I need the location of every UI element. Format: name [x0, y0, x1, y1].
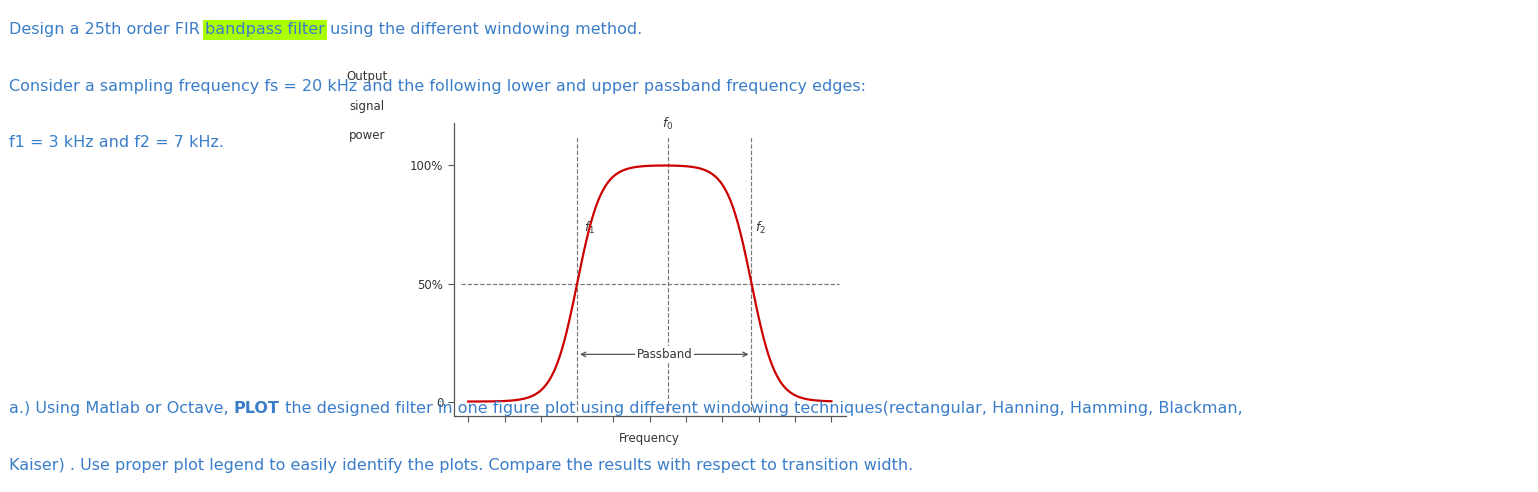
Text: Output: Output: [346, 70, 388, 83]
Text: a.) Using Matlab or Octave,: a.) Using Matlab or Octave,: [9, 401, 234, 416]
Text: signal: signal: [349, 99, 384, 113]
Text: bandpass filter: bandpass filter: [205, 22, 325, 37]
Text: Kaiser) . Use proper plot legend to easily identify the plots. Compare the resul: Kaiser) . Use proper plot legend to easi…: [9, 458, 914, 472]
Text: the designed filter in one figure plot using different windowing techniques(rect: the designed filter in one figure plot u…: [280, 401, 1243, 416]
Text: Consider a sampling frequency fs = 20 kHz and the following lower and upper pass: Consider a sampling frequency fs = 20 kH…: [9, 79, 866, 93]
Text: power: power: [349, 129, 386, 142]
Text: $f_1$: $f_1$: [584, 220, 595, 236]
Text: Design a 25th order FIR: Design a 25th order FIR: [9, 22, 205, 37]
Text: Passband: Passband: [637, 348, 692, 361]
X-axis label: Frequency: Frequency: [620, 431, 680, 445]
Text: $f_0$: $f_0$: [663, 116, 674, 132]
Text: using the different windowing method.: using the different windowing method.: [325, 22, 643, 37]
Text: $f_2$: $f_2$: [755, 220, 766, 236]
Text: PLOT: PLOT: [234, 401, 280, 416]
Text: f1 = 3 kHz and f2 = 7 kHz.: f1 = 3 kHz and f2 = 7 kHz.: [9, 135, 225, 150]
